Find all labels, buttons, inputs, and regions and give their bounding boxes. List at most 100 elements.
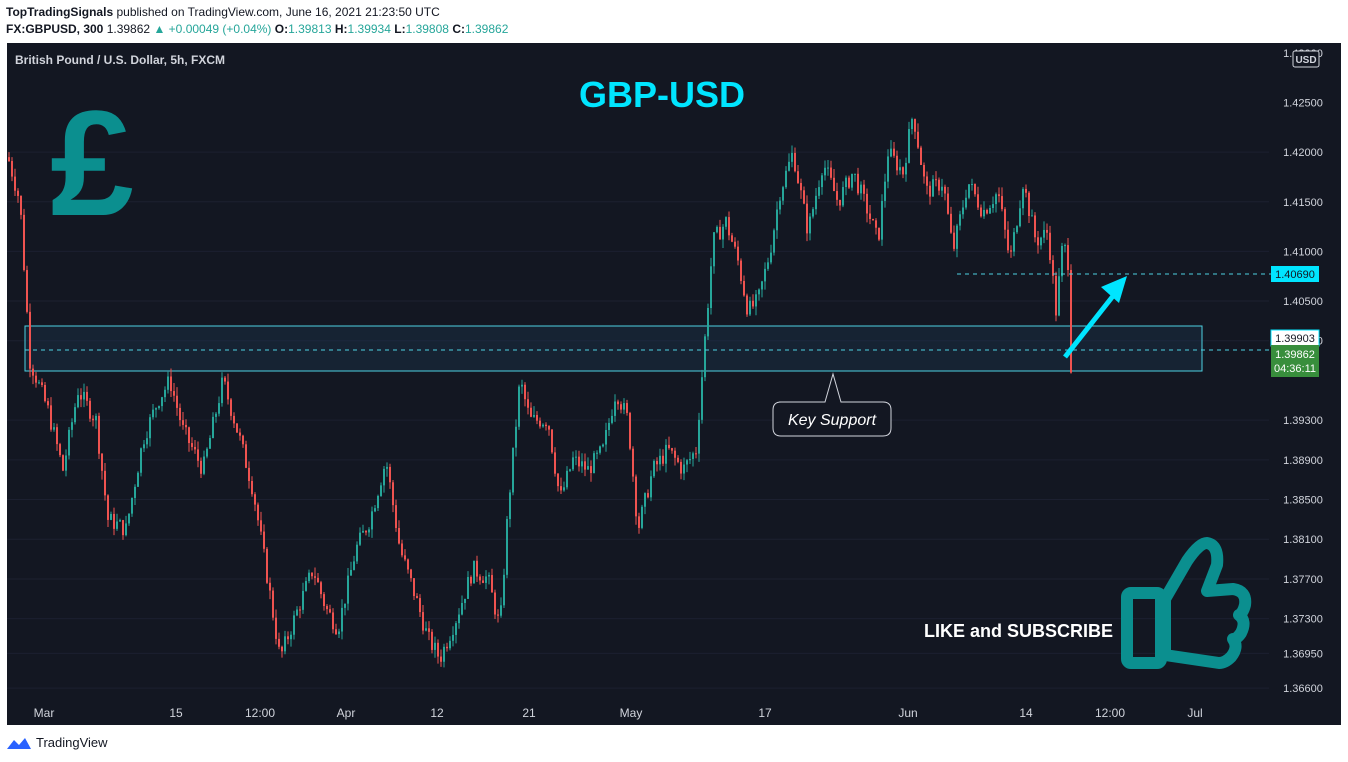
candle-body: [746, 295, 748, 315]
candle-body: [863, 184, 865, 194]
candle-body: [1022, 188, 1024, 209]
candle-body: [56, 427, 58, 445]
candle-body: [47, 401, 49, 406]
candle-body: [671, 448, 673, 451]
candle-body: [644, 493, 646, 507]
candle-body: [569, 469, 571, 471]
candle-body: [317, 577, 319, 583]
candle-body: [563, 487, 565, 491]
candle-body: [815, 195, 817, 210]
candle-body: [1040, 237, 1042, 246]
candle-body: [800, 182, 802, 191]
candle-body: [539, 420, 541, 427]
footer-brand[interactable]: TradingView: [36, 735, 108, 750]
last-price: 1.39862: [106, 22, 151, 36]
candle-body: [614, 401, 616, 416]
price-chart[interactable]: £ GBP-USD British Pound / U.S. Dollar, 5…: [7, 43, 1341, 725]
currency-badge[interactable]: USD: [1292, 50, 1320, 68]
candle-body: [845, 177, 847, 188]
candle-body: [641, 506, 643, 528]
candle-body: [860, 184, 862, 194]
candle-body: [197, 449, 199, 461]
candle-body: [1064, 245, 1066, 247]
candle-body: [377, 495, 379, 509]
candle-body: [947, 193, 949, 214]
candle-body: [902, 167, 904, 175]
candle-body: [617, 401, 619, 405]
candle-body: [989, 207, 991, 214]
candle-body: [1016, 226, 1018, 233]
candle-body: [68, 429, 70, 456]
candle-body: [251, 481, 253, 495]
time-axis[interactable]: Mar 15 12:00 Apr 12 21 May 17 Jun 14 12:00 Jul: [34, 706, 1203, 720]
price-tick: 1.41000: [1283, 246, 1323, 258]
candle-body: [272, 590, 274, 618]
candle-body: [404, 555, 406, 560]
candle-body: [1043, 229, 1045, 238]
candle-body: [1031, 215, 1033, 217]
candle-body: [8, 157, 10, 162]
candle-body: [683, 464, 685, 474]
candle-body: [707, 308, 709, 337]
candle-body: [995, 194, 997, 205]
candle-body: [932, 179, 934, 197]
price-tick: 1.36600: [1283, 683, 1323, 695]
candle-body: [299, 609, 301, 611]
candle-body: [419, 598, 421, 613]
candle-body: [290, 634, 292, 640]
candle-body: [866, 193, 868, 214]
candle-body: [749, 300, 751, 315]
publication-line: TopTradingSignals published on TradingVi…: [6, 5, 440, 19]
candle-body: [647, 493, 649, 498]
candle-body: [320, 582, 322, 595]
candle-body: [311, 572, 313, 577]
candle-body: [773, 230, 775, 253]
candle-body: [170, 376, 172, 392]
time-tick: Mar: [34, 706, 55, 720]
candle-body: [461, 602, 463, 615]
candle-body: [248, 467, 250, 482]
candle-body: [494, 592, 496, 615]
low-label: L:: [394, 22, 406, 36]
candle-body: [131, 497, 133, 514]
candle-body: [704, 336, 706, 378]
candle-body: [659, 455, 661, 465]
candle-body: [236, 423, 238, 433]
candle-body: [791, 152, 793, 162]
candle-body: [548, 426, 550, 430]
candle-body: [734, 241, 736, 247]
candle-body: [383, 468, 385, 486]
candle-body: [629, 412, 631, 449]
publisher-name[interactable]: TopTradingSignals: [6, 5, 114, 19]
candle-body: [842, 187, 844, 206]
candle-body: [899, 167, 901, 171]
change-up-icon: ▲: [153, 22, 166, 36]
time-tick: 12:00: [245, 706, 275, 720]
instrument-label: British Pound / U.S. Dollar, 5h, FXCM: [15, 53, 225, 67]
candle-body: [29, 311, 31, 369]
candle-body: [260, 520, 262, 532]
candle-body: [221, 377, 223, 404]
support-zone[interactable]: [24, 325, 1203, 372]
candle-body: [596, 452, 598, 454]
candle-body: [164, 389, 166, 398]
price-axis[interactable]: 1.430001.425001.420001.415001.410001.405…: [1283, 48, 1323, 695]
tradingview-logo-icon[interactable]: [6, 736, 32, 750]
candle-body: [893, 148, 895, 156]
candle-body: [344, 603, 346, 608]
candle-body: [722, 226, 724, 240]
candle-body: [566, 470, 568, 488]
candles: [8, 117, 1072, 668]
candle-body: [938, 179, 940, 191]
candle-body: [689, 458, 691, 461]
candle-body: [188, 427, 190, 444]
chart-area[interactable]: £ GBP-USD British Pound / U.S. Dollar, 5…: [7, 43, 1341, 725]
candle-body: [488, 575, 490, 577]
candle-body: [485, 576, 487, 583]
candle-body: [14, 176, 16, 191]
grid: [7, 151, 1269, 689]
candle-body: [59, 444, 61, 456]
candle-body: [413, 578, 415, 597]
candle-body: [80, 395, 82, 400]
candle-body: [923, 164, 925, 177]
